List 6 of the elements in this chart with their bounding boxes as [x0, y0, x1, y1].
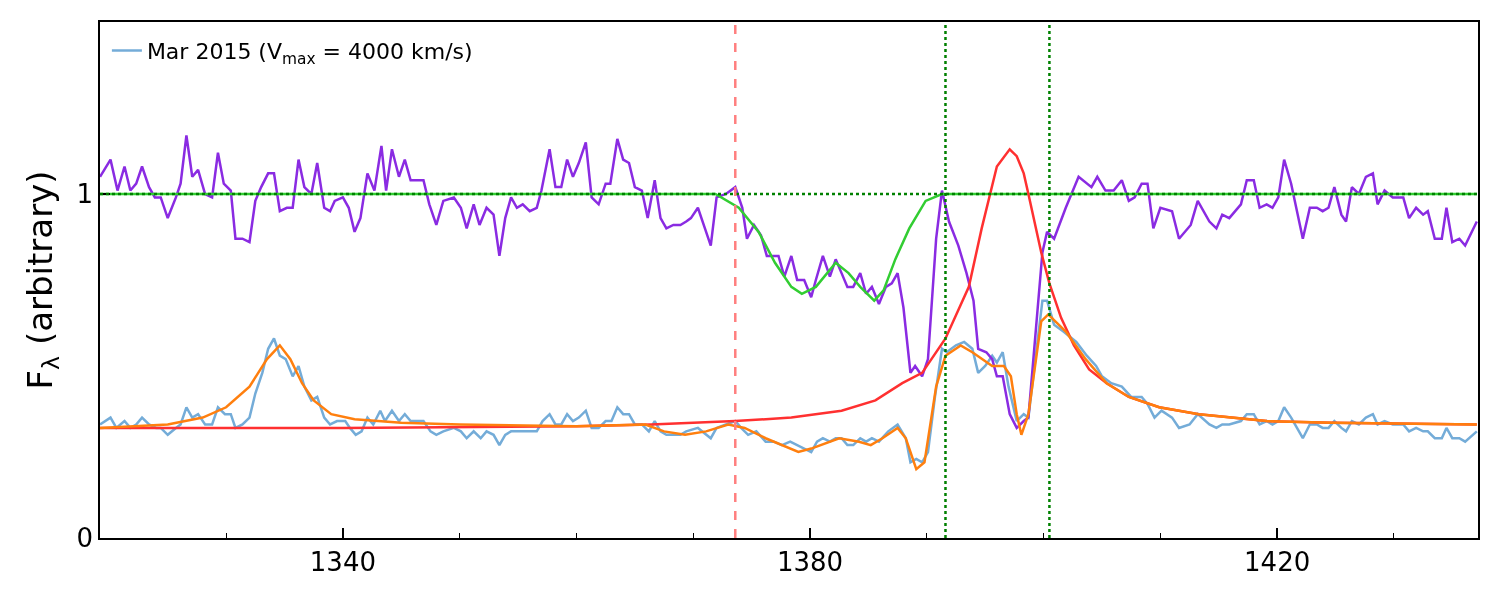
- legend-label: Mar 2015 (V$_{max}$ = 4000 km/s): [146, 39, 473, 68]
- x-tick-label: 1380: [776, 546, 844, 577]
- x-tick-label: 1340: [309, 546, 376, 577]
- y-tick-label: 0: [76, 523, 94, 554]
- y-tick-label: 1: [76, 179, 94, 210]
- x-tick-label: 1420: [1244, 546, 1311, 577]
